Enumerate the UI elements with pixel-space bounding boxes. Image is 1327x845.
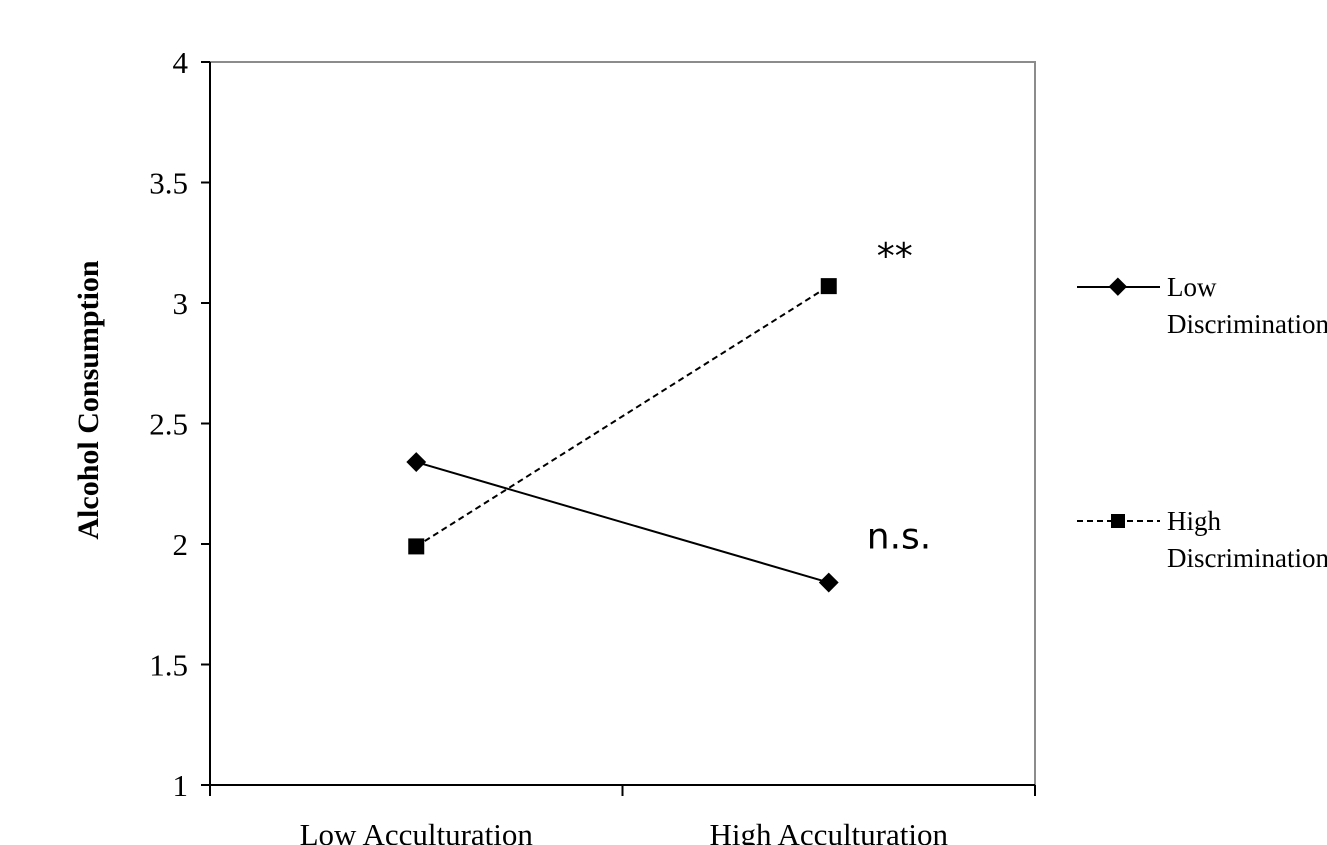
y-tick-label: 3 [173, 286, 189, 321]
plot-area [209, 61, 1036, 786]
legend-marker-square [1111, 514, 1125, 528]
y-tick-label: 2.5 [149, 407, 188, 442]
y-axis-title: Alcohol Consumption [72, 260, 105, 540]
point-low-discrimination-high-acculturation [818, 572, 839, 593]
y-tick-label: 1 [173, 768, 189, 803]
y-tick-label: 1.5 [149, 648, 188, 683]
series-layer [406, 278, 839, 593]
y-tick-label: 3.5 [149, 166, 188, 201]
legend-label-high-line2: Discrimination [1167, 543, 1327, 573]
y-ticks: 1 1.5 2 2.5 3 3.5 4 [149, 45, 210, 803]
legend-item-high-discrimination: High Discrimination [1077, 506, 1327, 573]
x-category-label-low-acculturation: Low Acculturation [300, 817, 534, 845]
y-tick-label: 2 [173, 527, 189, 562]
point-high-discrimination-high-acculturation [820, 278, 837, 295]
annotation-not-significant: n.s. [867, 517, 931, 558]
point-low-discrimination-low-acculturation [406, 452, 427, 472]
legend-item-low-discrimination: Low Discrimination [1077, 272, 1327, 339]
legend-marker-diamond [1108, 277, 1128, 296]
series-line-low-discrimination [415, 461, 830, 584]
annotation-significant: ** [877, 236, 913, 277]
point-high-discrimination-low-acculturation [408, 538, 425, 555]
y-tick-label: 4 [173, 45, 189, 80]
legend: Low Discrimination High Discrimination [1077, 272, 1327, 573]
legend-label-low-line2: Discrimination [1167, 309, 1327, 339]
x-category-label-high-acculturation: High Acculturation [710, 817, 949, 845]
legend-label-low-line1: Low [1167, 272, 1217, 302]
legend-label-high-line1: High [1167, 506, 1222, 536]
series-line-high-discrimination [415, 285, 830, 548]
x-ticks: Low Acculturation High Acculturation [209, 785, 1036, 845]
annotations: ** n.s. [867, 236, 931, 557]
